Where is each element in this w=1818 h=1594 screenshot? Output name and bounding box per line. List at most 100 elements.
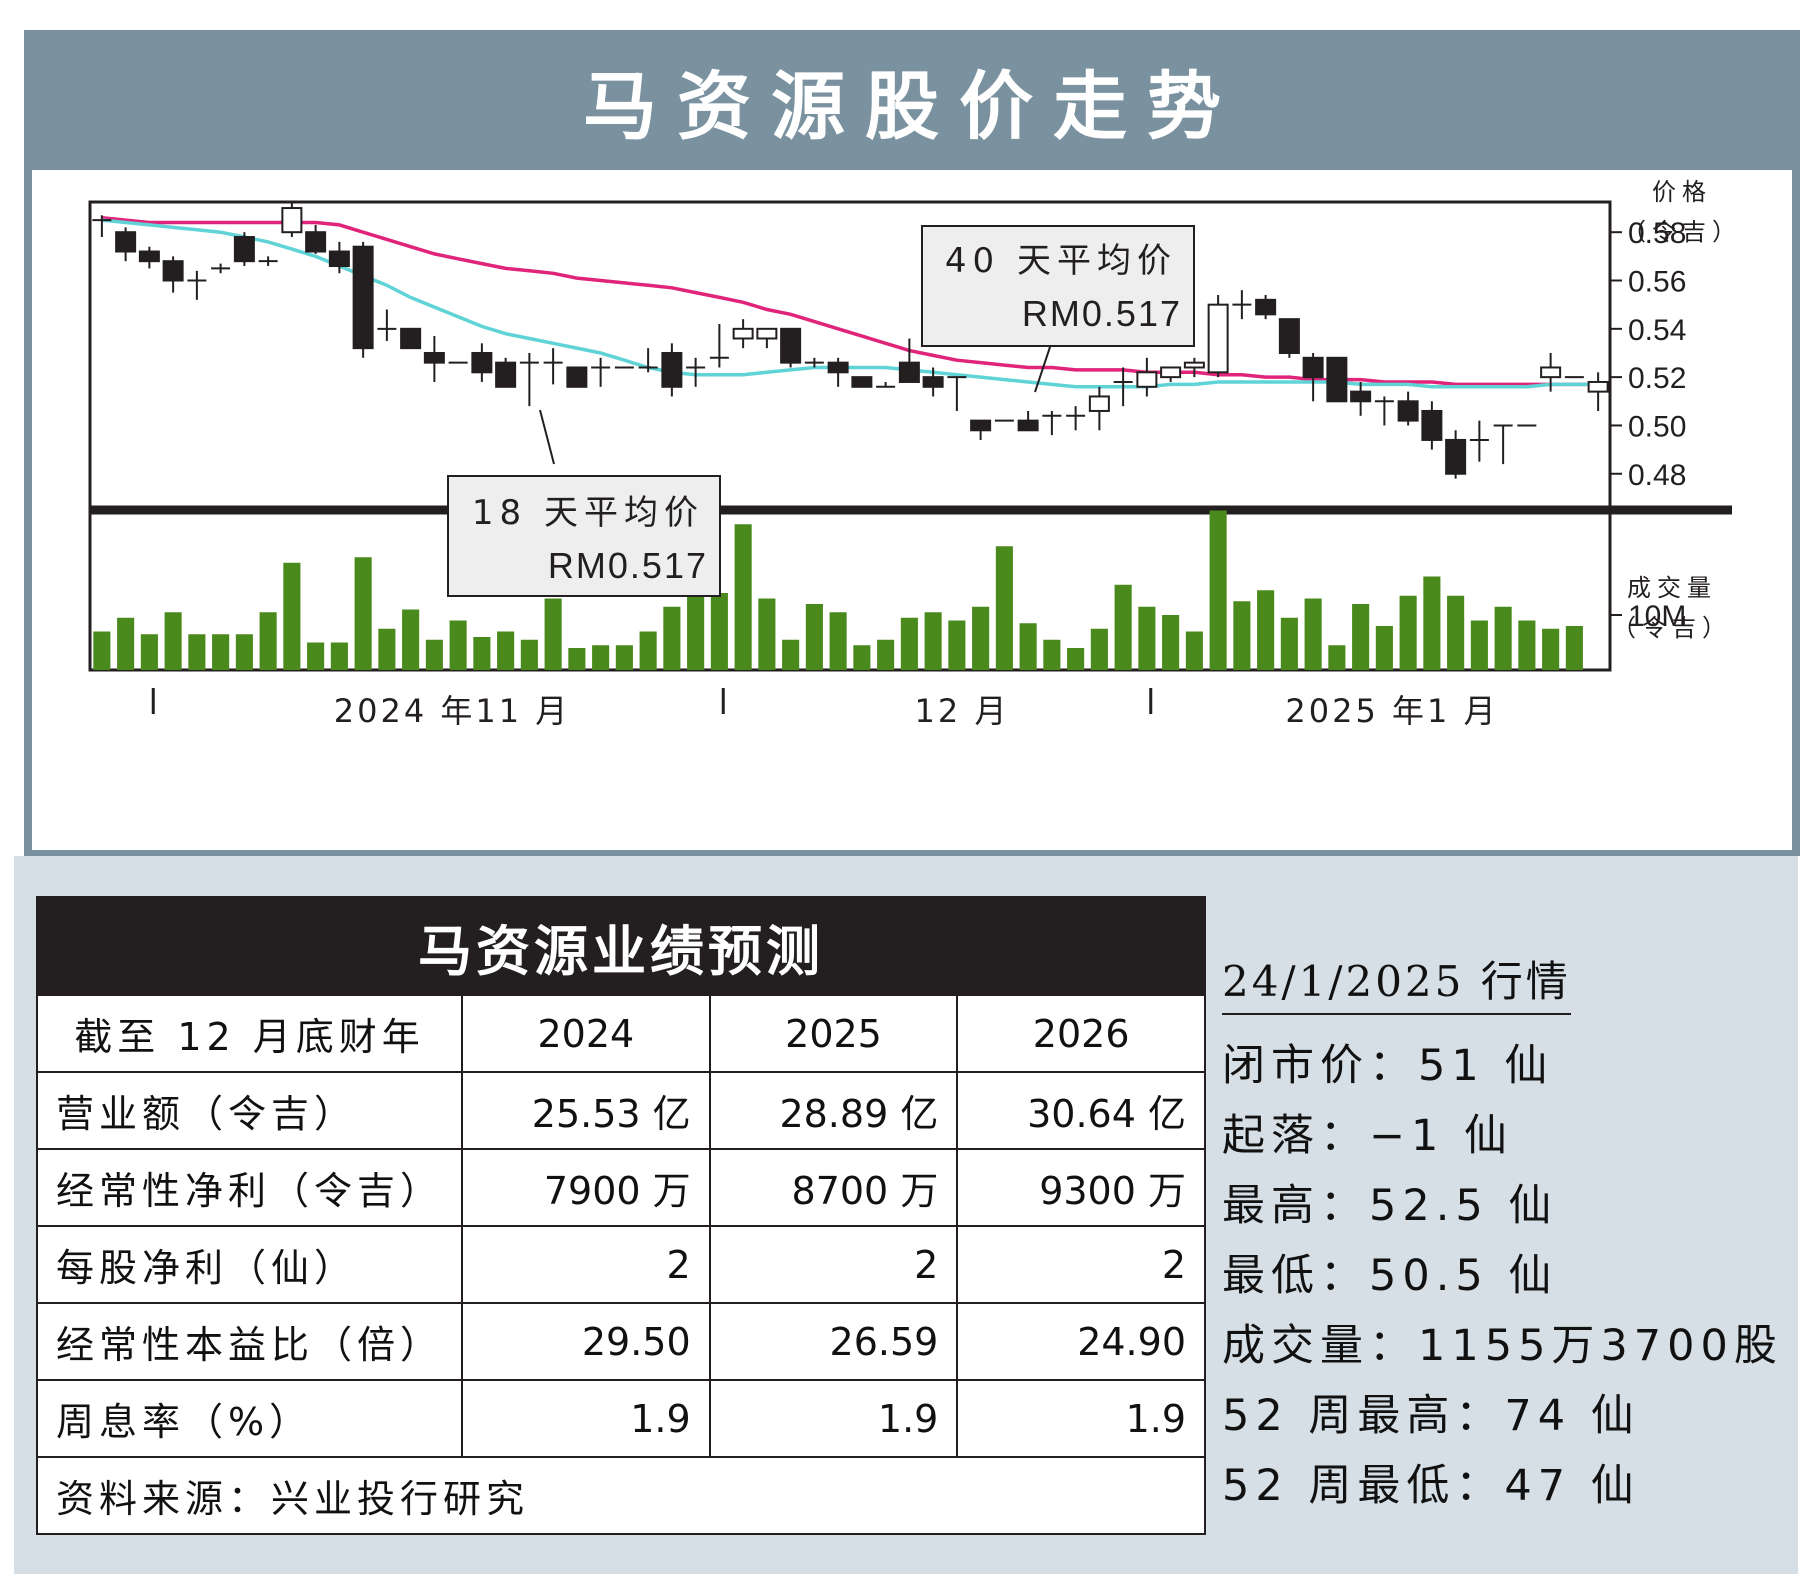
x-tick-label: 2024 年11 月 [334, 692, 571, 730]
table-cell: 24.90 [956, 1302, 1206, 1381]
table-cell: 2 [956, 1225, 1206, 1304]
volume-bar [259, 612, 277, 670]
volume-bar [378, 628, 396, 670]
volume-bar [473, 637, 491, 670]
table-row: 经常性本益比（倍） 29.50 26.59 24.90 [35, 1302, 1206, 1381]
table-cell: 26.59 [708, 1302, 959, 1381]
table-cell: 9300 万 [956, 1148, 1206, 1227]
candle-body [1445, 438, 1467, 475]
volume-bar [497, 631, 515, 670]
table-header-cell: 2025 [708, 994, 959, 1073]
candle-body [352, 245, 374, 350]
table-cell: 2 [708, 1225, 959, 1304]
table-row: 每股净利（仙） 2 2 2 [35, 1225, 1206, 1304]
plot-frame [88, 200, 1612, 672]
candle-body [827, 361, 849, 374]
volume-bar [93, 631, 111, 670]
candle-body [495, 361, 517, 388]
market-52w-high: 52 周最高：74 仙 [1222, 1391, 1640, 1441]
x-tick-label: 2025 年1 月 [1285, 692, 1498, 730]
candle-body [1587, 380, 1609, 393]
volume-bar [188, 634, 206, 670]
volume-bar [639, 631, 657, 670]
ma18-callout-value: RM0.517 [548, 545, 708, 586]
market-volume: 成交量：1155万3700股 [1222, 1321, 1783, 1371]
volume-bar [520, 639, 538, 670]
volume-bar [1090, 628, 1108, 670]
ma40-line [101, 215, 1599, 387]
price-chart-frame: 马资源股价走势 0.58 0.56 0.54 0.52 0.50 0.48 价格 （令吉） 10… [24, 30, 1800, 856]
chart-title: 马资源股价走势 [583, 63, 1241, 150]
volume-bar [1304, 598, 1322, 670]
volume-bar [924, 612, 942, 670]
candle-body [1326, 356, 1348, 403]
ma18-callout-title: 18 天平均价 [472, 493, 704, 533]
table-cell: 1.9 [461, 1379, 711, 1458]
forecast-table: 马资源业绩预测 截至 12 月底财年 2024 2025 2026 营业额（令吉… [35, 896, 1206, 1535]
y-tick-label: 0.52 [1628, 362, 1686, 395]
volume-bar [1494, 606, 1512, 670]
volume-bar [592, 645, 610, 670]
table-cell: 8700 万 [708, 1148, 959, 1227]
candle-body [471, 351, 493, 374]
volume-bar [1257, 590, 1275, 670]
candle-body [1136, 371, 1158, 388]
volume-bar [1067, 648, 1085, 670]
table-header-row: 截至 12 月底财年 2024 2025 2026 [35, 994, 1206, 1073]
y-tick-label: 0.58 [1628, 217, 1686, 250]
candle-body [233, 236, 255, 263]
volume-bar [687, 593, 705, 670]
volume-bar [212, 634, 230, 670]
source-note: 资料来源：兴业投行研究 [36, 1456, 1206, 1535]
volume-bar [1399, 595, 1417, 670]
volume-bar [1565, 626, 1583, 670]
candle-body [1255, 298, 1277, 316]
volume-bar [425, 639, 443, 670]
price-axis-label: 价格 [1652, 178, 1712, 206]
candle-body [423, 351, 445, 364]
candle-body [1088, 395, 1110, 412]
volume-bar [829, 612, 847, 670]
candle-body [661, 351, 683, 388]
volume-bar [995, 546, 1013, 670]
market-low: 最低：50.5 仙 [1222, 1251, 1558, 1301]
volume-bar [1470, 620, 1488, 670]
volume-bar [782, 639, 800, 670]
y-tick-label: 0.56 [1628, 266, 1686, 299]
candle-body [1540, 366, 1562, 379]
candle-body [1160, 366, 1182, 379]
candle-body [732, 327, 754, 340]
table-cell: 30.64 亿 [956, 1071, 1206, 1150]
candle-body [970, 419, 992, 432]
candle-body [566, 366, 588, 388]
volume-bar [734, 524, 752, 670]
table-cell: 1.9 [956, 1379, 1206, 1458]
table-header-cell: 2024 [461, 994, 711, 1073]
table-source-row: 资料来源：兴业投行研究 [36, 1456, 1206, 1535]
candle-body [328, 250, 350, 268]
row-label: 经常性净利（令吉） [35, 1148, 464, 1227]
table-cell: 2 [461, 1225, 711, 1304]
volume-bar [1352, 604, 1370, 670]
price-axis-unit: （令吉） [1622, 218, 1742, 246]
table-header-cell: 截至 12 月底财年 [35, 994, 464, 1073]
volume-bar [402, 609, 420, 670]
ma18-callout-box [447, 475, 721, 597]
ma18-line [101, 218, 1599, 389]
market-change: 起落：−1 仙 [1222, 1111, 1514, 1161]
volume-bar [1114, 584, 1132, 670]
volume-bar [354, 557, 372, 670]
table-cell: 28.89 亿 [708, 1071, 959, 1150]
volume-bar [1518, 620, 1536, 670]
volume-bar [1233, 601, 1251, 670]
candle-body [162, 260, 184, 282]
volume-bar [1162, 615, 1180, 670]
volume-bar [1185, 631, 1203, 670]
candle-body [305, 231, 327, 253]
table-cell: 1.9 [708, 1379, 959, 1458]
volume-bar [283, 562, 301, 670]
volume-bar [1138, 606, 1156, 670]
ma40-callout-title: 40 天平均价 [945, 241, 1177, 281]
volume-bar [900, 617, 918, 670]
volume-axis-label: 成交量 [1627, 574, 1717, 602]
